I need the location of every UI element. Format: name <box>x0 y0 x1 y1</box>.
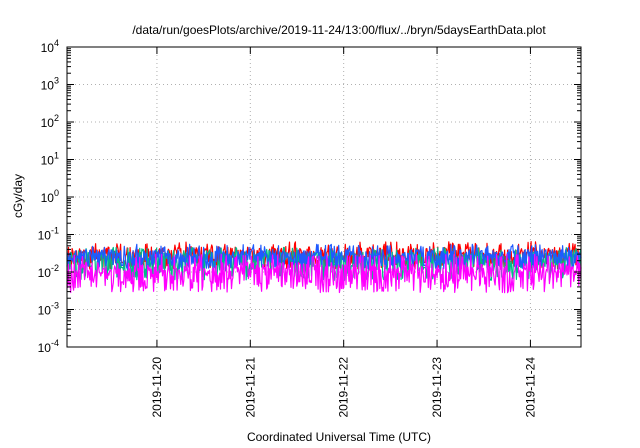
x-axis-label: Coordinated Universal Time (UTC) <box>247 430 431 444</box>
y-tick-label: 104 <box>41 38 59 55</box>
y-axis-label: cGy/day <box>11 174 25 218</box>
chart-title: /data/run/goesPlots/archive/2019-11-24/1… <box>132 23 546 37</box>
y-tick-label: 101 <box>41 151 59 168</box>
series-line <box>66 243 582 270</box>
y-tick-label: 10-1 <box>38 226 59 243</box>
x-tick-label: 2019-11-22 <box>337 357 351 418</box>
series-line <box>66 253 582 294</box>
x-tick-label: 2019-11-23 <box>430 357 444 418</box>
y-tick-label: 10-4 <box>38 338 59 355</box>
plot-area <box>66 241 582 294</box>
y-tick-label: 103 <box>41 76 59 93</box>
x-tick-label: 2019-11-20 <box>150 357 164 418</box>
y-tick-label: 10-3 <box>38 301 59 318</box>
x-tick-label: 2019-11-21 <box>243 357 257 418</box>
y-tick-label: 100 <box>41 188 59 205</box>
x-tick-label: 2019-11-24 <box>523 357 537 418</box>
y-tick-label: 102 <box>41 113 59 130</box>
grid <box>67 47 581 347</box>
axes: 10-4 10-3 10-2 10-1 100 101 102 103 104 2019-11-2… <box>38 38 582 418</box>
y-tick-label: 10-2 <box>38 263 59 280</box>
plot-frame <box>66 46 582 348</box>
